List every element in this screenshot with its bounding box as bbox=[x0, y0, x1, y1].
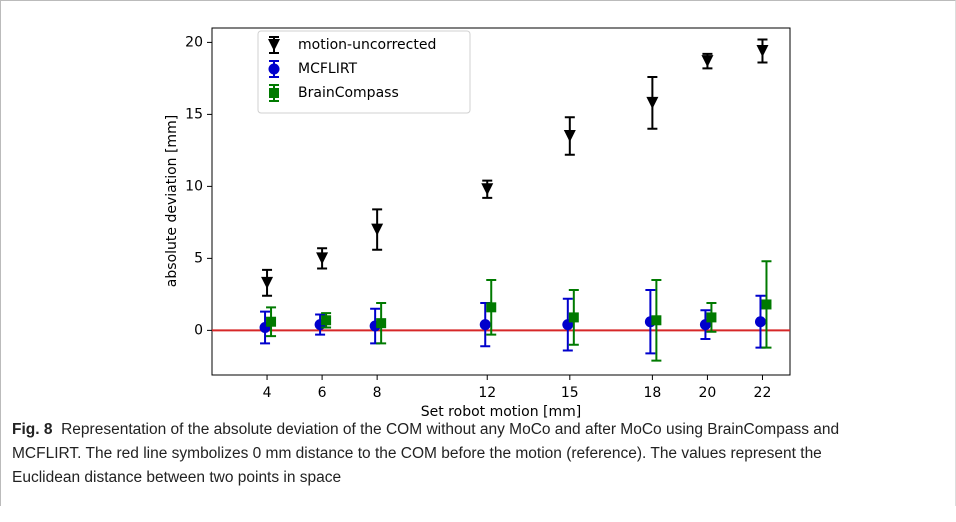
marker-triangle bbox=[481, 183, 494, 196]
marker-square bbox=[486, 302, 497, 313]
caption-text: Representation of the absolute deviation… bbox=[12, 421, 840, 486]
legend-label: motion-uncorrected bbox=[298, 37, 436, 53]
y-tick-label: 20 bbox=[185, 34, 203, 50]
y-tick-label: 10 bbox=[185, 178, 203, 194]
marker-circle bbox=[479, 319, 491, 331]
y-tick-label: 0 bbox=[194, 322, 203, 338]
marker-triangle bbox=[756, 45, 769, 58]
legend-label: MCFLIRT bbox=[298, 61, 358, 77]
marker-triangle bbox=[371, 223, 384, 236]
marker-circle bbox=[754, 316, 766, 328]
marker-triangle bbox=[268, 39, 280, 51]
marker-square bbox=[651, 315, 662, 326]
marker-square bbox=[376, 318, 387, 329]
marker-square bbox=[266, 316, 277, 327]
marker-square bbox=[269, 88, 279, 98]
marker-square bbox=[761, 299, 772, 310]
x-tick-label: 6 bbox=[318, 385, 327, 401]
y-tick-label: 15 bbox=[185, 106, 203, 122]
x-tick-label: 15 bbox=[561, 385, 579, 401]
x-tick-label: 4 bbox=[263, 385, 272, 401]
legend-box bbox=[257, 30, 471, 114]
plot-frame bbox=[211, 27, 791, 376]
marker-square bbox=[321, 315, 332, 326]
y-tick-label: 5 bbox=[194, 250, 203, 266]
marker-triangle bbox=[646, 96, 659, 109]
y-axis-label: absolute deviation [mm] bbox=[164, 115, 180, 287]
x-tick-label: 22 bbox=[754, 385, 772, 401]
chart: Set robot motion [mm] absolute deviation… bbox=[164, 27, 791, 420]
x-tick-label: 8 bbox=[373, 385, 382, 401]
marker-triangle bbox=[261, 276, 274, 289]
marker-square bbox=[706, 312, 717, 323]
caption: Fig. 8 Representation of the absolute de… bbox=[12, 418, 842, 490]
x-tick-label: 18 bbox=[643, 385, 661, 401]
marker-square bbox=[568, 312, 579, 323]
x-tick-label: 12 bbox=[478, 385, 496, 401]
marker-circle bbox=[268, 63, 280, 75]
marker-triangle bbox=[563, 129, 576, 142]
x-tick-label: 20 bbox=[699, 385, 717, 401]
marker-triangle bbox=[701, 55, 714, 68]
legend-label: BrainCompass bbox=[298, 85, 399, 101]
caption-label: Fig. 8 bbox=[12, 421, 53, 438]
x-axis-label: Set robot motion [mm] bbox=[421, 404, 582, 420]
marker-triangle bbox=[316, 252, 329, 265]
